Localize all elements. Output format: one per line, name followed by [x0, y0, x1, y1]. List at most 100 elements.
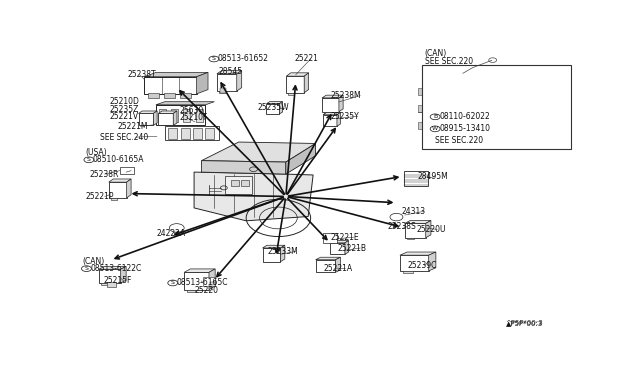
- Text: W: W: [432, 126, 438, 131]
- Text: SEE SEC.220: SEE SEC.220: [435, 136, 483, 145]
- Text: 25220: 25220: [194, 286, 218, 295]
- Bar: [323, 115, 337, 126]
- Polygon shape: [429, 252, 436, 271]
- Text: 25238M: 25238M: [330, 91, 361, 100]
- Polygon shape: [486, 75, 497, 141]
- Bar: [419, 87, 426, 95]
- Bar: [187, 289, 195, 292]
- Polygon shape: [121, 266, 126, 283]
- Text: 08915-13410: 08915-13410: [439, 124, 490, 133]
- Text: ▲P5P*00:3: ▲P5P*00:3: [506, 320, 543, 326]
- Text: S: S: [87, 157, 91, 162]
- Text: 08510-6165A: 08510-6165A: [93, 155, 145, 164]
- Polygon shape: [173, 111, 177, 125]
- Bar: [419, 122, 426, 129]
- Polygon shape: [280, 102, 283, 114]
- Text: 25238S: 25238S: [388, 222, 416, 231]
- Polygon shape: [109, 179, 131, 182]
- Bar: [324, 112, 330, 113]
- Bar: [210, 282, 215, 285]
- Bar: [196, 109, 203, 122]
- Text: 25238T: 25238T: [127, 70, 156, 79]
- Text: 25215F: 25215F: [104, 276, 132, 285]
- Text: (CAN): (CAN): [83, 257, 105, 266]
- Text: 24222A: 24222A: [157, 229, 186, 238]
- Polygon shape: [237, 70, 242, 91]
- Bar: [440, 100, 474, 124]
- Text: 25221M: 25221M: [117, 122, 148, 131]
- Text: 08513-6122C: 08513-6122C: [90, 264, 141, 273]
- Polygon shape: [202, 161, 286, 174]
- Text: 28545: 28545: [219, 67, 243, 76]
- Text: 25233M: 25233M: [268, 247, 298, 256]
- Text: S: S: [171, 280, 175, 285]
- Bar: [241, 180, 249, 186]
- Text: 25221P: 25221P: [86, 192, 115, 201]
- Bar: [156, 105, 205, 125]
- Polygon shape: [286, 73, 308, 76]
- Bar: [428, 83, 486, 141]
- Bar: [322, 98, 339, 112]
- Polygon shape: [339, 95, 343, 112]
- Bar: [419, 105, 426, 112]
- Polygon shape: [330, 241, 349, 243]
- Bar: [403, 271, 413, 273]
- Text: (USA): (USA): [85, 148, 107, 157]
- Polygon shape: [127, 179, 131, 198]
- Text: 25221: 25221: [294, 54, 318, 64]
- Polygon shape: [209, 269, 215, 289]
- Bar: [266, 104, 280, 114]
- Bar: [120, 167, 134, 174]
- Text: 24313: 24313: [401, 207, 426, 216]
- Bar: [286, 76, 304, 93]
- Bar: [101, 283, 109, 285]
- Bar: [165, 126, 219, 140]
- Polygon shape: [316, 257, 340, 260]
- Text: 08513-61652: 08513-61652: [218, 54, 269, 64]
- Bar: [405, 223, 426, 238]
- Polygon shape: [196, 73, 208, 94]
- Bar: [180, 128, 189, 139]
- Polygon shape: [145, 73, 208, 77]
- Bar: [262, 248, 280, 262]
- Text: 25235Y: 25235Y: [330, 112, 359, 121]
- Bar: [205, 128, 214, 139]
- Polygon shape: [322, 95, 343, 98]
- Bar: [316, 260, 335, 272]
- Text: 25210D: 25210D: [110, 97, 140, 106]
- Polygon shape: [217, 70, 242, 74]
- Bar: [145, 77, 196, 94]
- Text: S: S: [212, 57, 216, 61]
- Bar: [138, 113, 154, 125]
- Text: B: B: [433, 114, 437, 119]
- Polygon shape: [99, 266, 126, 269]
- Text: 25239C: 25239C: [408, 261, 436, 270]
- Bar: [184, 109, 190, 122]
- Bar: [159, 109, 166, 122]
- Bar: [99, 269, 121, 283]
- Bar: [109, 182, 127, 198]
- Bar: [219, 91, 226, 93]
- Bar: [171, 109, 178, 122]
- Text: ^P5P*00:3: ^P5P*00:3: [506, 320, 543, 326]
- Text: 08513-6165C: 08513-6165C: [177, 279, 228, 288]
- Polygon shape: [158, 111, 177, 113]
- Bar: [407, 238, 414, 240]
- Bar: [168, 128, 177, 139]
- Bar: [225, 176, 252, 193]
- Text: 28495M: 28495M: [417, 172, 448, 181]
- Bar: [400, 255, 429, 271]
- Bar: [111, 198, 117, 200]
- Text: 25221V: 25221V: [110, 112, 139, 121]
- Polygon shape: [426, 221, 431, 238]
- Text: 25210F: 25210F: [179, 113, 207, 122]
- Bar: [203, 277, 215, 286]
- Polygon shape: [335, 257, 340, 272]
- Bar: [108, 282, 116, 287]
- Polygon shape: [405, 221, 431, 223]
- Bar: [180, 93, 191, 97]
- Text: 25221E: 25221E: [330, 232, 359, 242]
- Text: 25220U: 25220U: [416, 225, 446, 234]
- Polygon shape: [428, 75, 497, 83]
- Polygon shape: [202, 142, 316, 162]
